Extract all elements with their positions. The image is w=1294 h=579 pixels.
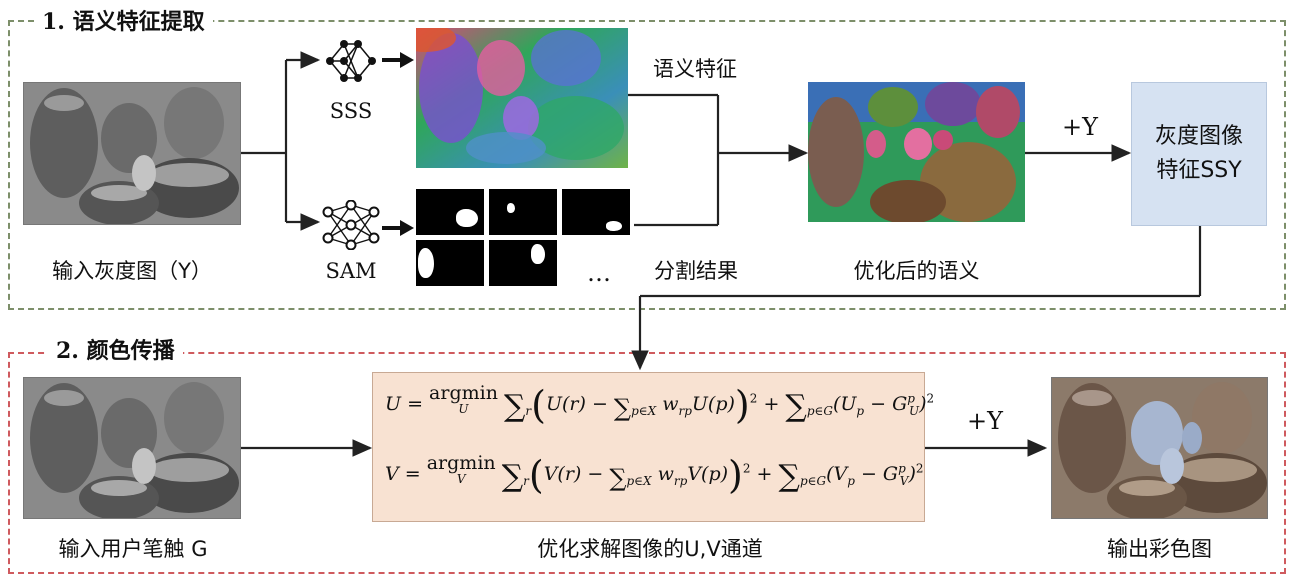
section1-frame (8, 20, 1286, 310)
segmentation-mask (489, 189, 557, 235)
segmentation-mask (416, 240, 484, 286)
icon-arrows (382, 52, 414, 236)
formula-u: U = argmin U ∑r(U(r) − ∑p∈X wrpU(p))2 + ∑… (385, 382, 935, 427)
output-color-label: 输出彩色图 (1107, 537, 1212, 561)
input-stroke-image (23, 377, 241, 519)
optimized-semantic-image (808, 82, 1025, 222)
neural-network-icon (320, 199, 382, 251)
input-grayscale-label: 输入灰度图（Y） (52, 259, 212, 283)
ssy-line2: 特征SSY (1156, 158, 1242, 183)
section2-title: 2. 颜色传播 (48, 337, 183, 365)
neural-network-icon (322, 38, 380, 84)
segmentation-mask (489, 240, 557, 286)
sss-label: SSS (329, 99, 373, 123)
segmentation-label: 分割结果 (654, 259, 738, 283)
optimization-formula-box: U = argmin U ∑r(U(r) − ∑p∈X wrpU(p))2 + ∑… (372, 372, 934, 522)
formula-v: V = argmin V ∑r(V(r) − ∑p∈X wrpV(p))2 + ∑… (385, 452, 924, 497)
output-color-image (1051, 377, 1268, 519)
optimize-uv-label: 优化求解图像的U,V通道 (537, 537, 763, 561)
ssy-feature-box: 灰度图像 特征SSY (1131, 82, 1267, 226)
input-stroke-label: 输入用户笔触 G (58, 537, 208, 561)
sam-label: SAM (325, 259, 377, 283)
plus-y-label-2: +Y (967, 407, 1003, 435)
semantic-feature-image (416, 28, 628, 168)
segmentation-mask (562, 189, 630, 235)
section1-title: 1. 语义特征提取 (34, 8, 213, 36)
ssy-line1: 灰度图像 (1154, 124, 1243, 149)
ellipsis-label: … (587, 259, 611, 287)
semantic-feature-label: 语义特征 (653, 57, 737, 81)
input-grayscale-image (23, 82, 241, 225)
segmentation-mask (416, 189, 484, 235)
optimized-semantic-label: 优化后的语义 (853, 259, 980, 283)
plus-y-label: +Y (1062, 113, 1098, 141)
